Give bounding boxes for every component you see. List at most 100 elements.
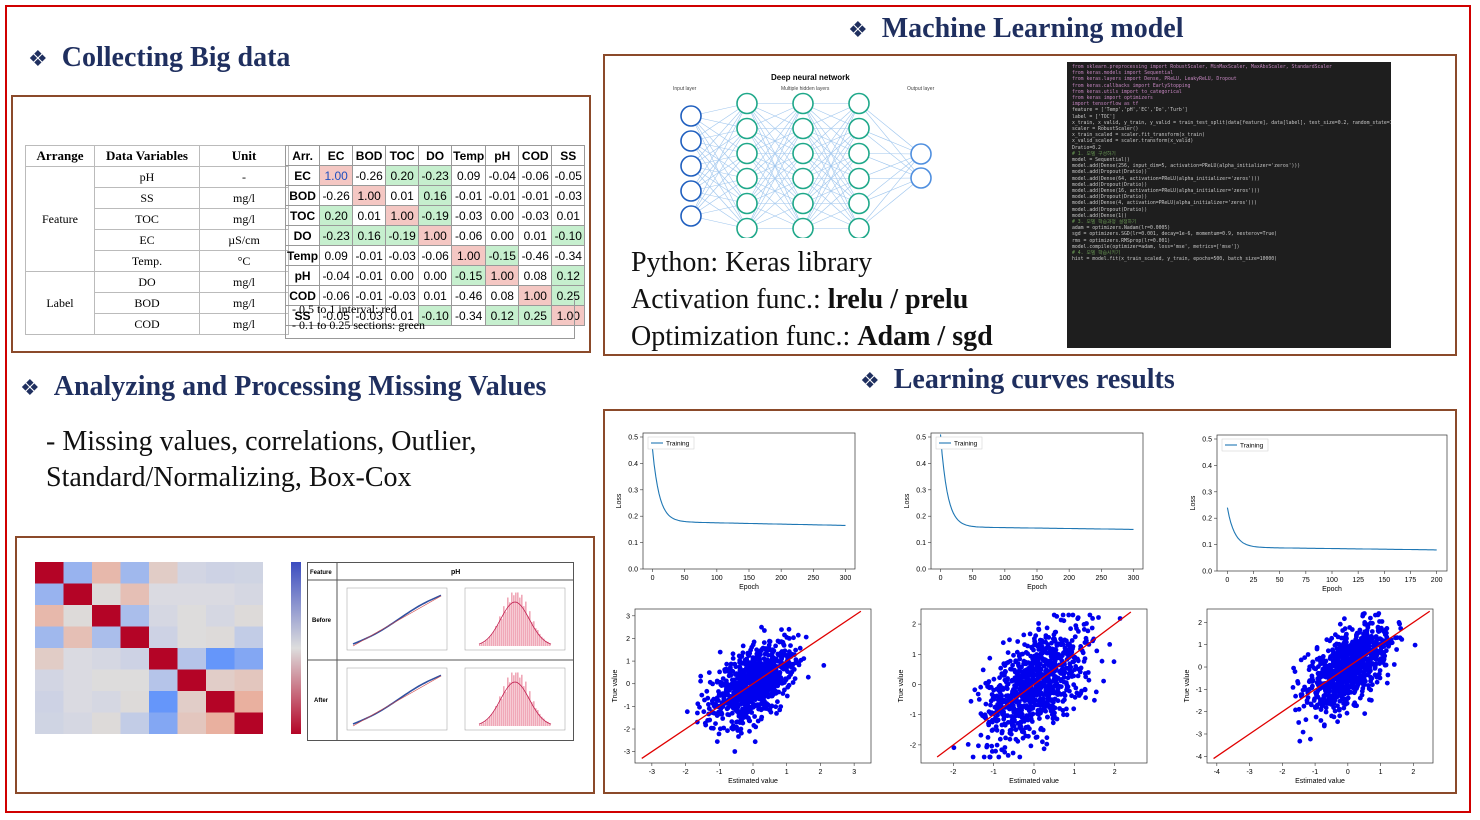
- scatter-point: [1064, 638, 1069, 644]
- scatter-point: [786, 626, 792, 632]
- nn-neuron: [792, 117, 814, 140]
- scatter-point: [1310, 659, 1316, 665]
- scatter-point: [1394, 635, 1400, 640]
- correlation-cell: -0.05: [319, 305, 354, 326]
- variables-row: BOD mg/l: [26, 292, 289, 314]
- nn-edge: [858, 128, 922, 155]
- scatter-point: [749, 644, 755, 650]
- scatter-point: [752, 714, 757, 719]
- scatter-point: [994, 742, 1000, 748]
- scatter-point: [1083, 695, 1088, 701]
- scatter-point: [766, 682, 772, 688]
- scatter-point: [1381, 653, 1386, 659]
- heatmap-cell: [206, 583, 235, 605]
- scatter-point: [752, 684, 757, 690]
- variables-table: Arrange Data Variables Unit Feature pH - SS mg/…: [25, 145, 289, 335]
- scatter-point: [1065, 652, 1070, 658]
- scatter-y-tick-label: -3: [1196, 731, 1202, 738]
- loss-training-line: [651, 448, 846, 526]
- histogram-bar: [505, 691, 507, 726]
- scatter-point: [1337, 621, 1343, 627]
- histogram-bar: [503, 686, 505, 726]
- scatter-y-tick-label: 2: [912, 622, 916, 629]
- scatter-point: [1013, 669, 1019, 675]
- scatter-point: [992, 704, 998, 710]
- scatter-point: [975, 691, 981, 697]
- scatter-point: [724, 661, 730, 667]
- nn-edge: [690, 103, 748, 167]
- histogram-bar: [515, 592, 517, 646]
- correlation-col-header: EC: [319, 145, 354, 166]
- code-line: from keras.callbacks import EarlyStoppin…: [1072, 83, 1191, 89]
- loss-y-tick-label: 0.2: [628, 514, 638, 521]
- loss-x-tick-label: 0: [1225, 577, 1229, 584]
- scatter-point: [1090, 616, 1095, 621]
- scatter-point: [1315, 676, 1321, 681]
- scatter-point: [976, 697, 982, 702]
- loss-y-tick-label: 0.0: [916, 567, 926, 574]
- heatmap-cell: [234, 669, 263, 691]
- histogram-bar: [489, 716, 491, 726]
- scatter-point: [1388, 638, 1394, 644]
- scatter-point: [1061, 712, 1066, 718]
- scatter-point: [1376, 657, 1382, 663]
- scatter-point: [1308, 701, 1314, 707]
- scatter-point: [736, 734, 741, 739]
- scatter-point: [732, 749, 738, 754]
- ml-line-2-prefix: Activation func.:: [631, 284, 828, 315]
- scatter-point: [1334, 655, 1340, 661]
- scatter-point: [737, 660, 742, 665]
- histogram-bar: [545, 721, 547, 726]
- scatter-point: [1384, 680, 1390, 686]
- code-line: scaler = RobustScaler(): [1072, 127, 1139, 133]
- histogram-bar: [481, 642, 483, 646]
- heading-curves: ❖ Learning curves results: [860, 364, 1175, 396]
- scatter-point: [720, 676, 726, 681]
- scatter-point: [1308, 736, 1313, 742]
- scatter-point: [1075, 658, 1081, 664]
- scatter-point: [1044, 667, 1049, 673]
- scatter-x-tick-label: 0: [751, 769, 755, 776]
- loss-y-label: Loss: [616, 493, 623, 508]
- scatter-point: [1111, 659, 1117, 665]
- scatter-point: [1332, 668, 1337, 673]
- nn-title: Deep neural network: [771, 73, 850, 82]
- scatter-point: [746, 661, 752, 667]
- histogram-bar: [491, 713, 493, 726]
- scatter-point: [1345, 690, 1351, 696]
- correlation-cell: 0.01: [385, 185, 420, 206]
- scatter-point: [1000, 640, 1006, 646]
- nn-edge: [690, 103, 748, 192]
- scatter-point: [752, 739, 758, 745]
- scatter-point: [1086, 677, 1092, 683]
- variables-row: COD mg/l: [26, 313, 289, 335]
- code-line: Dratio=0.2: [1072, 145, 1101, 151]
- correlation-col-header: COD: [518, 145, 553, 166]
- missing-line-2: Standard/Normalizing, Box-Cox: [46, 462, 412, 493]
- ph-panel: Feature pH Before After: [307, 562, 574, 741]
- scatter-point: [767, 658, 773, 664]
- scatter-point: [732, 683, 738, 689]
- loss-y-tick-label: 0.2: [1202, 516, 1212, 523]
- scatter-point: [742, 668, 748, 674]
- correlation-row: BOD -0.26 1.00 0.01 0.16 -0.01 -0.01 -0.01 -0.03: [284, 185, 586, 206]
- heatmap-cell: [234, 605, 263, 627]
- loss-y-label: Loss: [904, 493, 911, 508]
- code-line: # 3. 모델 학습과정 설정하기: [1072, 220, 1137, 226]
- code-line: import tensorflow as tf: [1072, 102, 1139, 108]
- heatmap-cell: [177, 648, 206, 670]
- code-line: model.compile(optimizer=adam, loss='mse'…: [1072, 244, 1240, 250]
- scatter-point: [1062, 670, 1068, 675]
- scatter-point: [1031, 647, 1036, 653]
- scatter-point: [1034, 662, 1040, 668]
- code-line: model = Sequential(): [1072, 158, 1130, 164]
- correlation-cell: -0.34: [451, 305, 487, 326]
- loss-x-tick-label: 175: [1405, 577, 1417, 584]
- scatter-point: [1018, 724, 1024, 729]
- scatter-point: [1359, 688, 1365, 694]
- scatter-point: [1049, 646, 1055, 652]
- heading-missing: ❖ Analyzing and Processing Missing Values: [20, 371, 546, 403]
- correlation-cell: -0.01: [451, 185, 487, 206]
- scatter-point: [742, 709, 748, 715]
- scatter-point: [751, 688, 757, 694]
